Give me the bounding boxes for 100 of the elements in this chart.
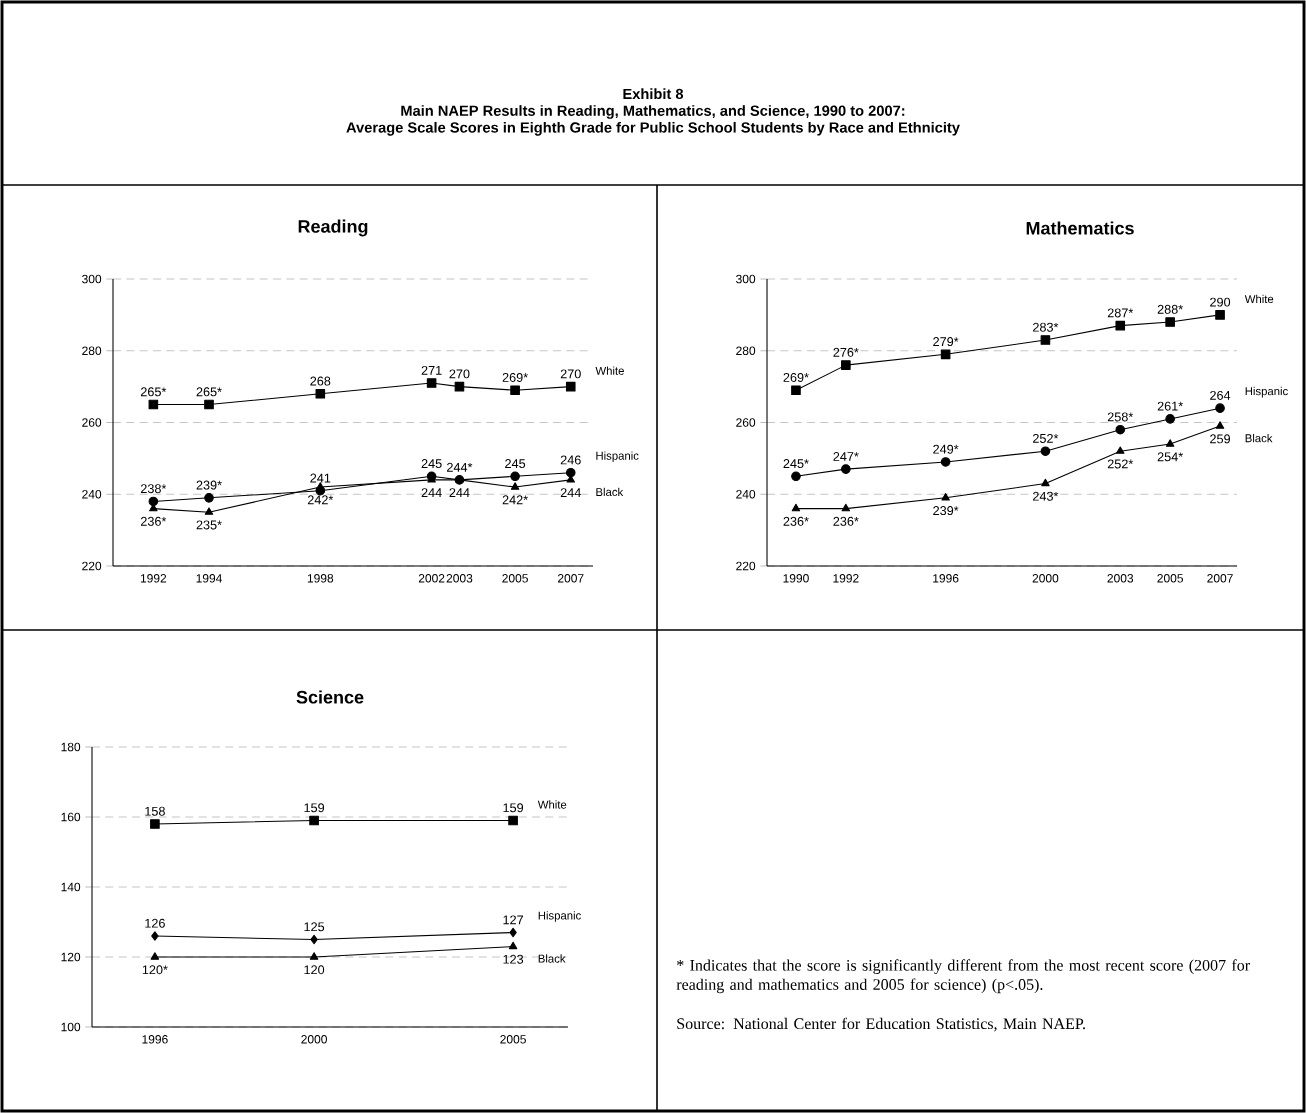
data-label: 159	[503, 803, 524, 813]
x-tick-label: 2007	[558, 574, 584, 583]
data-label: 236*	[140, 516, 167, 526]
y-tick-label: 260	[82, 418, 102, 427]
chart-title: Science	[296, 690, 364, 704]
data-label: 288*	[1157, 304, 1183, 314]
data-label: 159	[304, 803, 325, 813]
x-tick-label: 2003	[1107, 574, 1134, 583]
data-label: 123	[503, 954, 524, 964]
x-tick-label: 2005	[500, 1035, 526, 1044]
data-label: 125	[304, 922, 325, 932]
text: Hispanic	[538, 911, 581, 922]
x-tick-label: 2005	[1157, 574, 1183, 583]
y-tick-label: 280	[82, 346, 102, 356]
data-label: 244*	[447, 462, 473, 472]
series-label: White	[595, 366, 624, 375]
data-label: 244	[421, 488, 442, 498]
chart-title: Mathematics	[1026, 221, 1134, 235]
data-label: 238*	[140, 484, 167, 494]
y-tick-label: 300	[736, 274, 756, 284]
data-label: 120*	[142, 965, 168, 975]
text: * Indicates that the score is significantly different from the most recent score (2007 for reading and mathematics and 2005 for science) (p<.05).	[676, 959, 1250, 994]
data-label: 236*	[783, 516, 809, 526]
data-label: 241	[310, 473, 331, 483]
y-tick-label: 280	[736, 346, 756, 356]
data-label: 269*	[783, 372, 809, 382]
data-label: 258*	[1107, 412, 1134, 422]
text: Main NAEP Results in Reading, Mathematics, and Science, 1990 to 2007:	[401, 105, 905, 119]
data-label: 287*	[1107, 308, 1134, 318]
y-tick-label: 220	[82, 561, 102, 571]
data-label: 270	[449, 369, 470, 379]
text: Average Scale Scores in Eighth Grade for Public School Students by Race and Ethnicity	[346, 121, 960, 136]
series-label: Black	[596, 487, 624, 497]
data-label: 236*	[833, 516, 859, 526]
data-label: 276*	[833, 347, 859, 357]
data-label: 264	[1210, 390, 1231, 400]
x-tick-label: 2005	[502, 574, 528, 583]
x-tick-label: 2000	[301, 1035, 327, 1044]
data-label: 245	[505, 459, 526, 469]
data-label: 265*	[196, 387, 222, 397]
data-label: 127	[503, 915, 524, 925]
data-label: 283*	[1033, 322, 1059, 332]
data-label: 252*	[1107, 459, 1134, 469]
x-tick-label: 1996	[933, 574, 959, 583]
data-label: 254*	[1157, 452, 1183, 462]
data-label: 252*	[1033, 433, 1059, 443]
data-label: 242*	[502, 495, 528, 505]
series-label: Black	[1245, 433, 1273, 443]
data-label: 279*	[933, 337, 959, 347]
y-tick-label: 260	[736, 418, 756, 427]
y-tick-label: 160	[61, 812, 81, 822]
series-label: Black	[538, 954, 566, 963]
source-note: Source: National Center for Education Statistics, Main NAEP.	[677, 1017, 1085, 1032]
x-tick-label: 2007	[1207, 574, 1233, 583]
series-label: White	[537, 800, 567, 809]
data-label: 244	[449, 488, 470, 498]
data-label: 265*	[140, 387, 167, 397]
y-tick-label: 240	[82, 490, 102, 499]
data-label: 268	[310, 376, 331, 386]
y-tick-label: 240	[736, 490, 756, 499]
text: Hispanic	[596, 451, 639, 462]
data-label: 243*	[1033, 491, 1059, 501]
y-tick-label: 180	[61, 742, 81, 752]
x-tick-label: 1998	[307, 574, 334, 583]
data-label: 259	[1210, 434, 1230, 444]
data-label: 235*	[196, 520, 222, 530]
y-tick-label: 140	[61, 882, 81, 892]
y-tick-label: 220	[736, 561, 756, 571]
x-tick-label: 2003	[446, 574, 473, 583]
x-tick-label: 2002	[418, 574, 445, 583]
data-label: 158	[145, 806, 165, 816]
data-label: 270	[560, 369, 581, 379]
y-tick-label: 100	[61, 1022, 81, 1032]
x-tick-label: 1994	[196, 574, 222, 583]
y-tick-label: 120	[61, 952, 81, 962]
data-label: 239*	[196, 480, 222, 490]
y-tick-label: 300	[82, 274, 102, 284]
x-tick-label: 1992	[140, 574, 167, 583]
x-tick-label: 1990	[783, 574, 809, 583]
data-label: 271	[421, 365, 442, 375]
chart-title: Reading	[298, 219, 368, 237]
data-label: 239*	[933, 506, 959, 516]
x-tick-label: 1996	[142, 1035, 168, 1044]
data-label: 249*	[933, 444, 959, 454]
data-label: 245*	[783, 459, 809, 469]
data-label: 290	[1210, 297, 1231, 307]
data-label: 244	[560, 488, 581, 498]
data-label: 245	[421, 459, 442, 469]
text: Exhibit 8	[623, 88, 684, 100]
data-label: 126	[145, 918, 165, 928]
x-tick-label: 2000	[1032, 574, 1059, 583]
data-label: 247*	[833, 452, 859, 461]
data-label: 261*	[1157, 401, 1183, 411]
data-label: 269*	[502, 372, 528, 382]
x-tick-label: 1992	[833, 574, 859, 583]
data-label: 242*	[307, 495, 334, 505]
text: Hispanic	[1245, 386, 1288, 398]
data-label: 246	[560, 455, 581, 465]
data-label: 120	[304, 965, 325, 975]
series-label: White	[1244, 294, 1274, 304]
